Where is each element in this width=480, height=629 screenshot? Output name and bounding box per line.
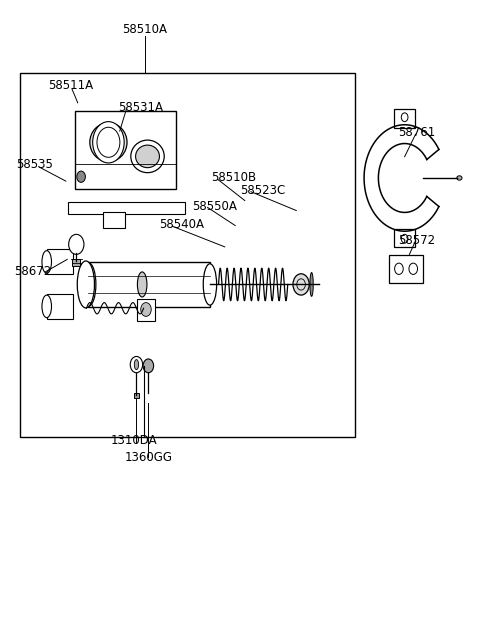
Bar <box>75 111 176 189</box>
Ellipse shape <box>77 261 95 308</box>
Text: 58531A: 58531A <box>118 101 163 114</box>
Text: 1360GG: 1360GG <box>124 451 172 464</box>
Ellipse shape <box>134 360 139 370</box>
Text: 58761: 58761 <box>398 126 435 140</box>
Circle shape <box>130 357 143 373</box>
Ellipse shape <box>90 123 127 162</box>
Bar <box>47 249 73 274</box>
Text: 58540A: 58540A <box>159 218 204 231</box>
Ellipse shape <box>141 303 151 316</box>
Text: 58511A: 58511A <box>48 79 93 92</box>
Text: 58523C: 58523C <box>240 184 285 197</box>
Text: 58510B: 58510B <box>211 172 256 184</box>
Text: 58535: 58535 <box>16 158 53 170</box>
Ellipse shape <box>457 175 462 180</box>
Text: 1310DA: 1310DA <box>111 435 157 447</box>
Bar <box>88 262 210 307</box>
Bar <box>21 74 355 437</box>
Ellipse shape <box>310 272 313 296</box>
Bar <box>103 213 125 228</box>
Ellipse shape <box>42 250 51 273</box>
Text: 58672: 58672 <box>14 265 51 279</box>
Ellipse shape <box>81 262 96 306</box>
Circle shape <box>93 121 124 163</box>
Bar <box>68 202 185 214</box>
Ellipse shape <box>135 145 159 168</box>
Text: 58550A: 58550A <box>192 199 237 213</box>
Ellipse shape <box>131 140 164 173</box>
Ellipse shape <box>42 295 51 318</box>
Bar <box>394 230 415 247</box>
Ellipse shape <box>203 264 216 305</box>
Ellipse shape <box>137 272 147 297</box>
Bar <box>72 259 80 265</box>
Bar <box>389 255 423 282</box>
Circle shape <box>293 274 309 295</box>
Text: 58572: 58572 <box>398 234 435 247</box>
Circle shape <box>77 171 85 182</box>
Circle shape <box>69 235 84 254</box>
Bar <box>47 294 73 319</box>
Circle shape <box>143 359 154 373</box>
Text: 58510A: 58510A <box>122 23 167 36</box>
Bar <box>137 299 155 321</box>
Bar <box>133 392 139 398</box>
Bar <box>394 109 415 128</box>
